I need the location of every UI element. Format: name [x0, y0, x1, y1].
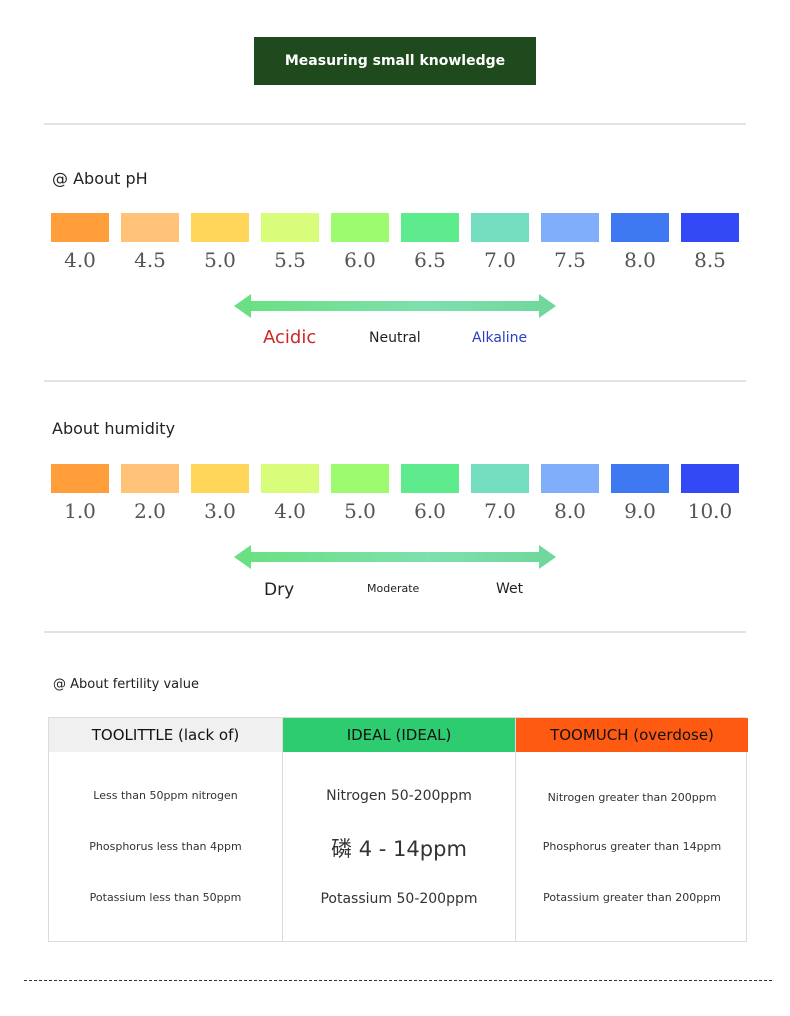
table-cell: Phosphorus greater than 14ppm — [542, 840, 722, 853]
humidity-value: 2.0 — [134, 499, 166, 523]
ph-swatch — [261, 213, 319, 242]
humidity-swatch — [121, 464, 179, 493]
ph-value: 4.0 — [64, 248, 96, 272]
table-cell: Potassium 50-200ppm — [320, 891, 478, 907]
humidity-value: 3.0 — [204, 499, 236, 523]
ph-swatch — [611, 213, 669, 242]
divider — [44, 631, 746, 633]
humidity-swatch — [261, 464, 319, 493]
ph-swatch — [191, 213, 249, 242]
humidity-color-scale — [51, 464, 741, 494]
ph-value: 4.5 — [134, 248, 166, 272]
double-arrow-icon — [234, 545, 556, 569]
wet-label: Wet — [496, 581, 524, 597]
ph-value: 6.5 — [414, 248, 446, 272]
ph-section-title: @ About pH — [52, 169, 148, 188]
too-much-column: TOOMUCH (overdose) Nitrogen greater than… — [515, 718, 748, 941]
humidity-value: 6.0 — [414, 499, 446, 523]
table-cell: Potassium greater than 200ppm — [543, 891, 721, 904]
double-arrow-icon — [234, 294, 556, 318]
humidity-value: 9.0 — [624, 499, 656, 523]
humidity-swatch — [191, 464, 249, 493]
ph-value: 5.5 — [274, 248, 306, 272]
moderate-label: Moderate — [367, 582, 420, 595]
humidity-value: 1.0 — [64, 499, 96, 523]
ph-value: 7.5 — [554, 248, 586, 272]
divider — [44, 123, 746, 125]
ph-swatch — [121, 213, 179, 242]
neutral-label: Neutral — [369, 330, 421, 346]
humidity-value: 7.0 — [484, 499, 516, 523]
too-little-header: TOOLITTLE (lack of) — [49, 718, 282, 752]
table-cell: Nitrogen greater than 200ppm — [547, 791, 717, 804]
dashed-divider — [24, 980, 772, 981]
ph-swatch — [471, 213, 529, 242]
ideal-column: IDEAL (IDEAL) Nitrogen 50-200ppm 磷 4 - 1… — [282, 718, 515, 941]
dry-label: Dry — [264, 580, 295, 600]
humidity-swatch — [51, 464, 109, 493]
humidity-section-title: About humidity — [52, 419, 176, 438]
humidity-value: 8.0 — [554, 499, 586, 523]
table-cell: 磷 4 - 14ppm — [331, 837, 467, 861]
ph-value-labels: 4.0 4.5 5.0 5.5 6.0 6.5 7.0 7.5 8.0 8.5 — [51, 248, 741, 278]
table-cell: Phosphorus less than 4ppm — [89, 840, 242, 853]
humidity-swatch — [611, 464, 669, 493]
table-cell: Potassium less than 50ppm — [89, 891, 242, 904]
alkaline-label: Alkaline — [472, 330, 528, 346]
ph-swatch — [331, 213, 389, 242]
ideal-header: IDEAL (IDEAL) — [283, 718, 515, 752]
ph-swatch — [51, 213, 109, 242]
ph-value: 7.0 — [484, 248, 516, 272]
banner-title: Measuring small knowledge — [284, 53, 506, 69]
ph-value: 8.5 — [694, 248, 726, 272]
humidity-swatch — [401, 464, 459, 493]
ph-color-scale — [51, 213, 741, 243]
acidic-label: Acidic — [263, 327, 317, 348]
ph-value: 8.0 — [624, 248, 656, 272]
fertility-table: TOOLITTLE (lack of) Less than 50ppm nitr… — [48, 717, 748, 942]
humidity-value-labels: 1.0 2.0 3.0 4.0 5.0 6.0 7.0 8.0 9.0 10.0 — [51, 499, 741, 529]
humidity-swatch — [541, 464, 599, 493]
humidity-swatch — [681, 464, 739, 493]
ph-value: 5.0 — [204, 248, 236, 272]
too-little-column: TOOLITTLE (lack of) Less than 50ppm nitr… — [49, 718, 282, 941]
ph-swatch — [681, 213, 739, 242]
humidity-value: 4.0 — [274, 499, 306, 523]
table-cell: Nitrogen 50-200ppm — [326, 788, 472, 804]
ph-value: 6.0 — [344, 248, 376, 272]
ph-swatch — [541, 213, 599, 242]
table-cell: Less than 50ppm nitrogen — [93, 789, 238, 802]
fertility-section-title: @ About fertility value — [53, 677, 199, 692]
too-much-header: TOOMUCH (overdose) — [516, 718, 748, 752]
title-banner: Measuring small knowledge — [254, 37, 536, 85]
humidity-value: 5.0 — [344, 499, 376, 523]
humidity-value: 10.0 — [687, 499, 733, 523]
ph-swatch — [401, 213, 459, 242]
divider — [44, 380, 746, 382]
humidity-swatch — [331, 464, 389, 493]
humidity-swatch — [471, 464, 529, 493]
